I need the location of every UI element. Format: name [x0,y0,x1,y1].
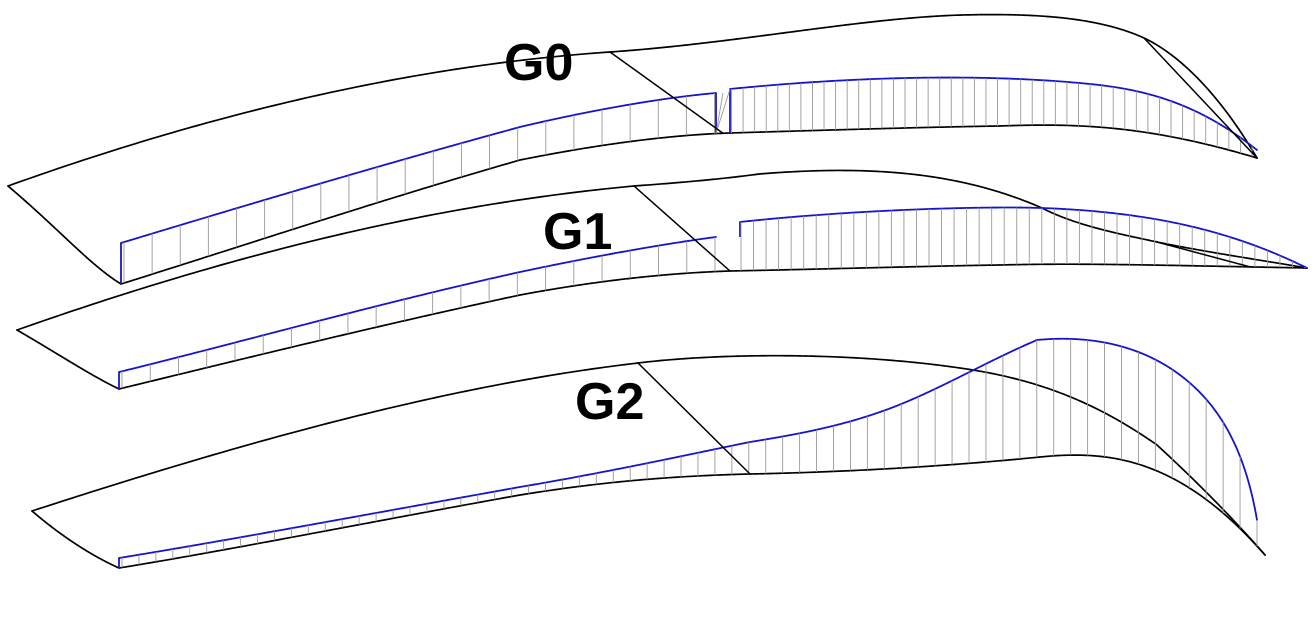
svg-text:G1: G1 [543,203,612,261]
svg-text:G0: G0 [504,34,573,92]
svg-text:G2: G2 [575,373,644,431]
